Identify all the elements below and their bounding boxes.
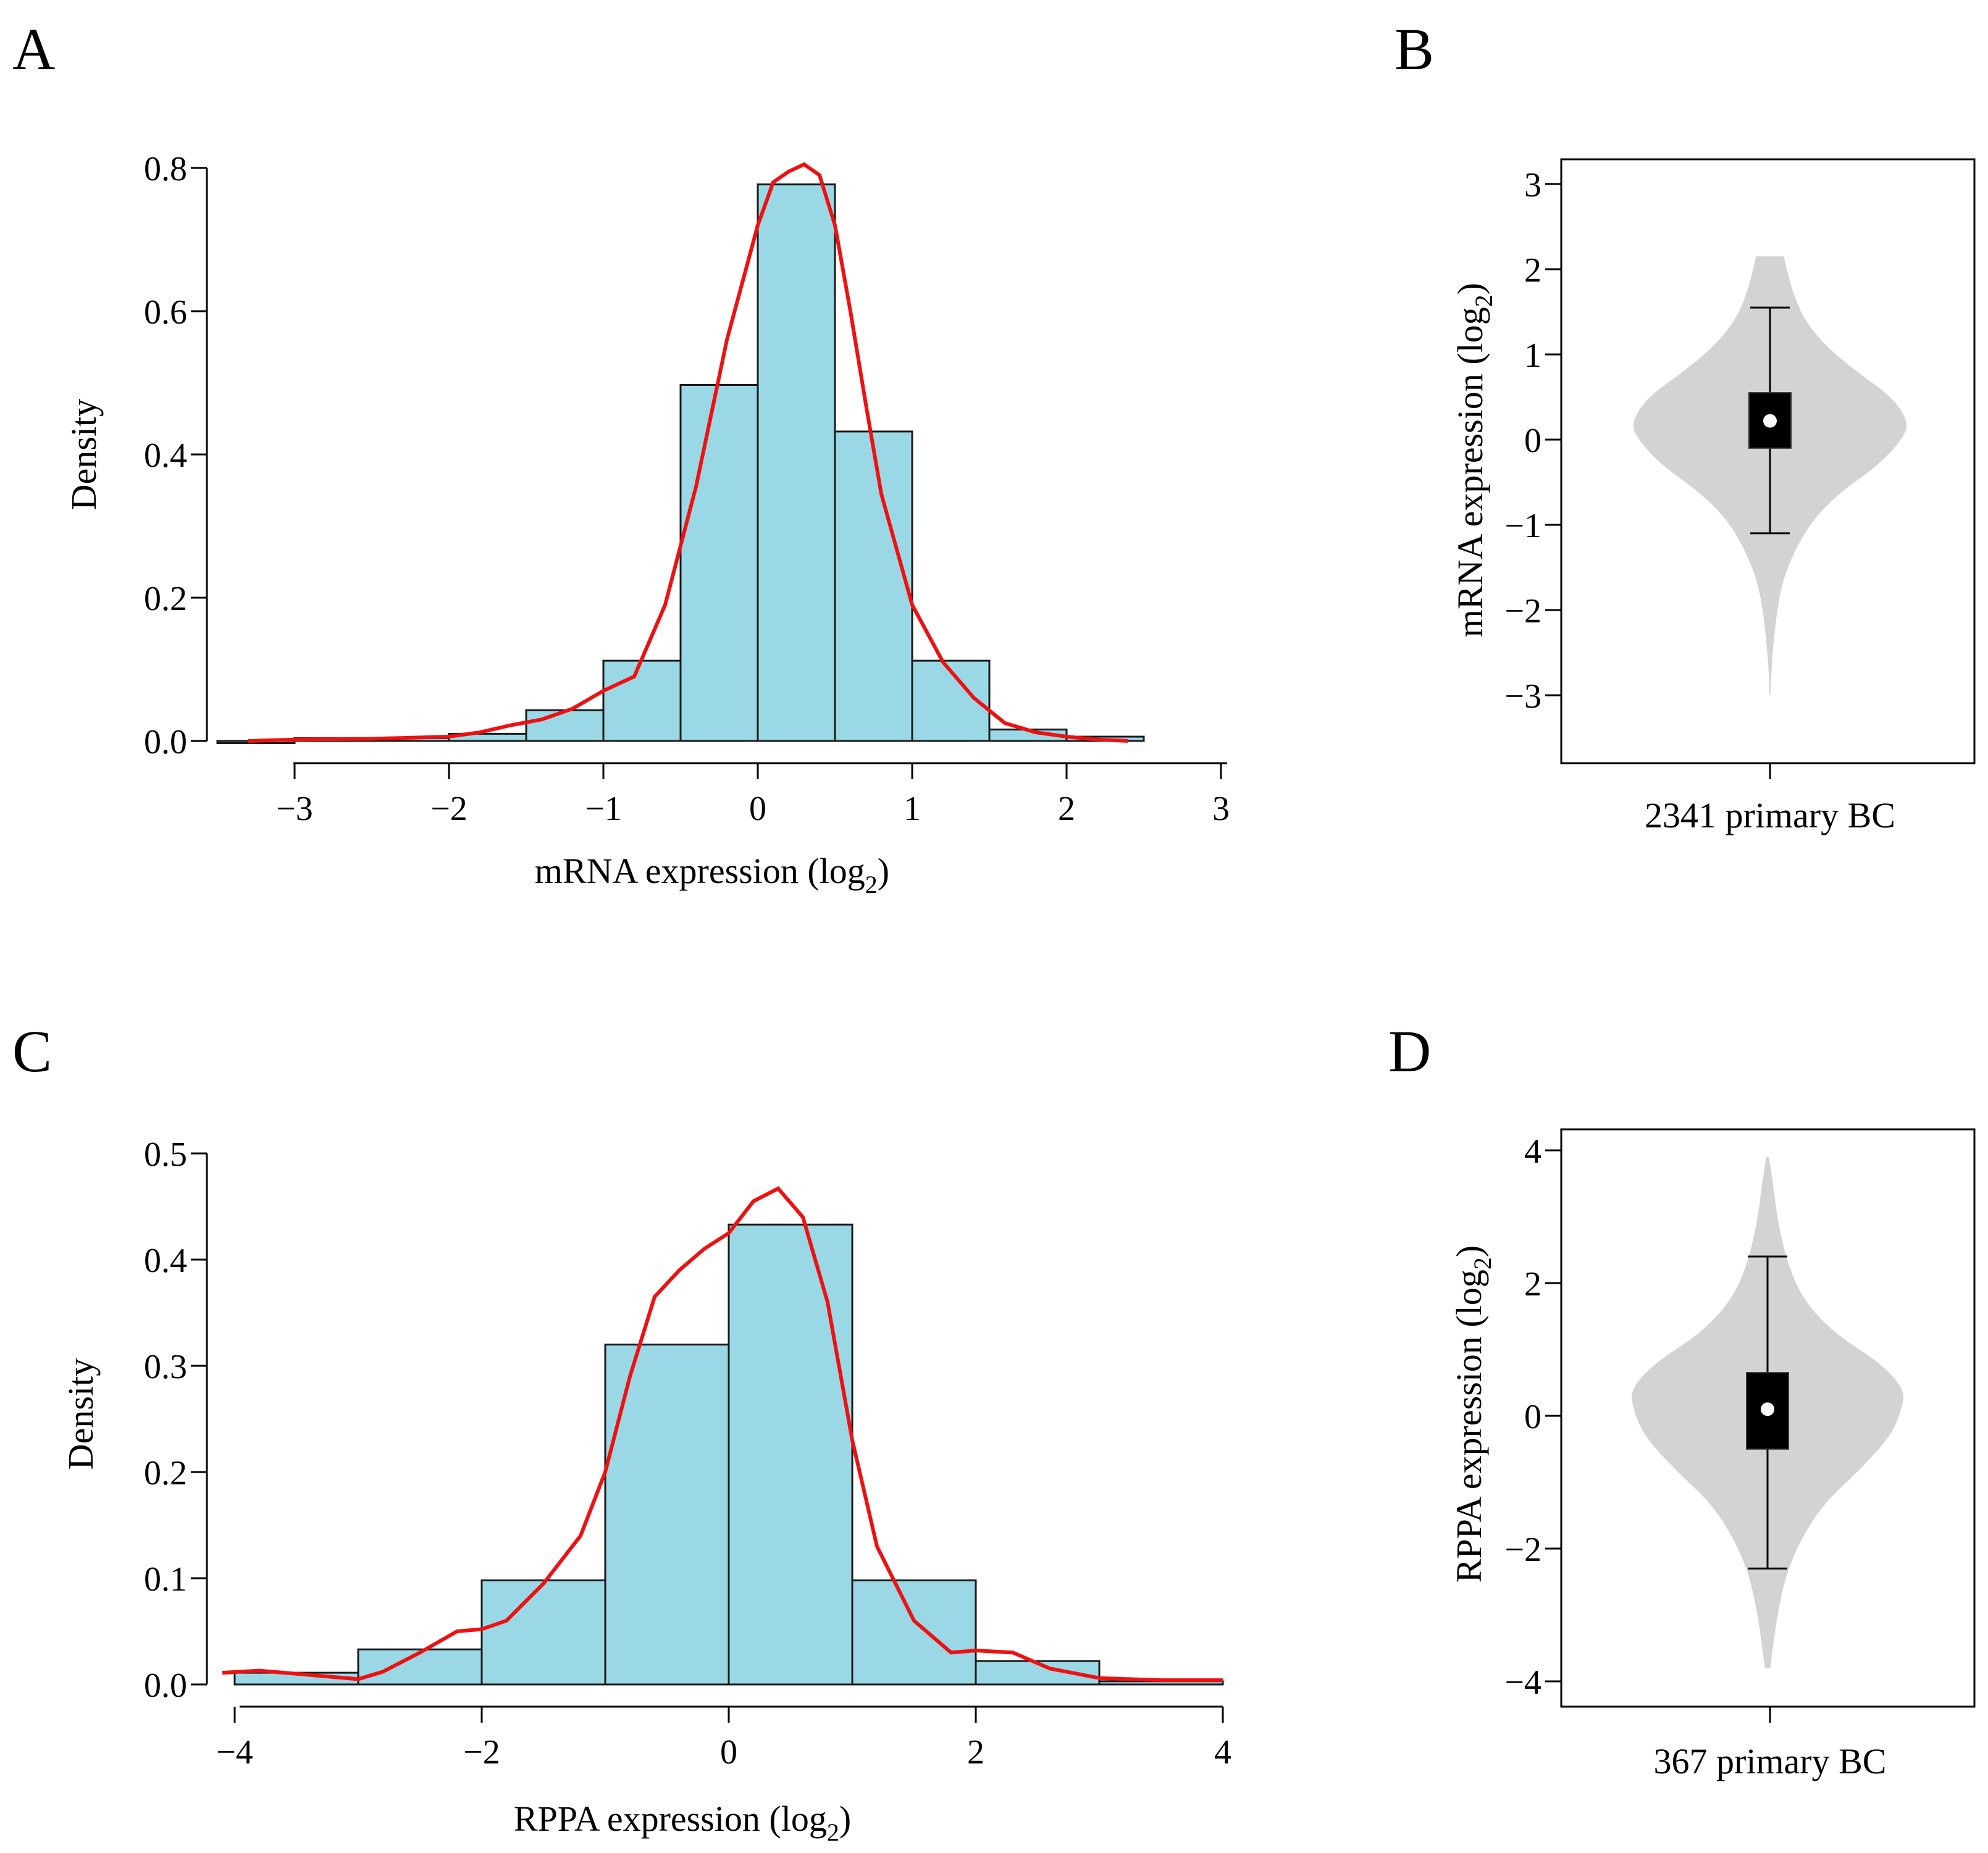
panel-a-y-ticks: 0.0 0.2 0.4 0.6 0.8	[144, 150, 207, 761]
panel-b-y-tick-label-2: −1	[1504, 507, 1541, 545]
panel-a-bars	[216, 183, 1145, 744]
panel-c-y-ticks: 0.0 0.1 0.2 0.3 0.4 0.5	[144, 1136, 207, 1705]
panel-a-x-tick-label-6: 3	[1212, 790, 1230, 828]
panel-d-plot-frame	[1560, 1128, 1976, 1708]
panel-a-letter: A	[12, 16, 55, 82]
panel-a-y-tick-label-2: 0.4	[144, 437, 187, 475]
panel-c-y-tick-label-4: 0.4	[144, 1242, 187, 1280]
panel-c-y-tick-label-3: 0.3	[144, 1348, 187, 1386]
panel-b-y-tick-label-6: 3	[1524, 166, 1541, 204]
panel-c-x-axis-title: RPPA expression (log2)	[514, 1799, 851, 1846]
panel-c-x-tick-label-2: 0	[720, 1733, 737, 1771]
panel-c-bar-3	[604, 1344, 730, 1686]
panel-a-y-tick-label-4: 0.8	[144, 150, 187, 188]
panel-a-y-tick-label-1: 0.2	[144, 580, 187, 618]
panel-a-bar-8	[834, 430, 913, 742]
panel-d-y-tick-label-3: 2	[1524, 1265, 1541, 1303]
panel-a-x-ticks: −3 −2 −1 0 1 2 3	[276, 763, 1230, 828]
panel-a-x-tick-label-0: −3	[276, 790, 313, 828]
panel-d-x-axis-title: 367 primary BC	[1654, 1741, 1887, 1781]
panel-b-plot-frame	[1560, 158, 1976, 764]
panel-c-y-tick-label-5: 0.5	[144, 1136, 187, 1174]
panel-c-y-tick-label-1: 0.1	[144, 1560, 187, 1599]
panel-b-median-dot	[1763, 414, 1777, 428]
panel-a-bar-7	[757, 183, 836, 742]
panel-d-y-tick-label-0: −4	[1504, 1663, 1541, 1702]
panel-c-y-tick-label-2: 0.2	[144, 1454, 187, 1492]
panel-c-bar-5	[851, 1579, 977, 1686]
panel-c-x-tick-label-4: 4	[1214, 1733, 1231, 1771]
panel-d-y-tick-label-4: 4	[1524, 1132, 1541, 1171]
panel-c-y-axis-title: Density	[61, 1358, 101, 1470]
panel-c-x-tick-label-3: 2	[967, 1733, 984, 1771]
panel-a-bar-5	[602, 659, 682, 742]
panel-b-violin: B −3 −2 −1 0 1 2 3 2341 primary BC mRNA expres…	[1395, 16, 1976, 835]
panel-d-letter: D	[1388, 1018, 1431, 1084]
panel-d-y-tick-label-2: 0	[1524, 1398, 1541, 1436]
panel-c-letter: C	[12, 1018, 52, 1084]
panel-a-y-axis-title: Density	[64, 399, 104, 510]
panel-b-y-axis-title: mRNA expression (log2)	[1450, 283, 1498, 637]
panel-a-x-tick-label-3: 0	[749, 790, 766, 828]
panel-d-y-ticks: −4 −2 0 2 4	[1504, 1132, 1561, 1702]
panel-c-x-tick-label-0: −4	[216, 1733, 253, 1771]
panel-b-y-tick-label-4: 1	[1524, 337, 1541, 375]
panel-a-x-tick-label-4: 1	[904, 790, 921, 828]
panel-c-x-ticks: −4 −2 0 2 4	[216, 1707, 1231, 1771]
panel-d-median-dot	[1761, 1402, 1774, 1416]
panel-c-bar-4	[728, 1223, 853, 1686]
panel-c-bar-1	[357, 1648, 483, 1686]
panel-c-density-curve	[222, 1186, 1223, 1683]
panel-a-y-tick-label-0: 0.0	[144, 723, 187, 761]
panel-a-x-axis-title: mRNA expression (log2)	[535, 851, 889, 898]
panel-b-y-tick-label-1: −2	[1504, 592, 1541, 630]
panel-d-y-tick-label-1: −2	[1504, 1531, 1541, 1569]
panel-a-x-tick-label-2: −1	[585, 790, 622, 828]
panel-a-bar-4	[525, 709, 605, 742]
panel-c-bar-2	[480, 1579, 606, 1686]
panel-b-y-tick-label-5: 2	[1524, 251, 1541, 290]
panel-c-histogram: C −4 −2 0 2 4 0.0 0.1 0.2 0.3 0.4 0.5 RPPA expres…	[12, 1018, 1231, 1846]
panel-b-y-tick-label-3: 0	[1524, 422, 1541, 460]
panel-b-y-ticks: −3 −2 −1 0 1 2 3	[1504, 166, 1561, 716]
panel-a-x-tick-label-1: −2	[430, 790, 468, 828]
panel-c-x-tick-label-1: −2	[463, 1733, 500, 1771]
panel-b-x-axis-title: 2341 primary BC	[1645, 795, 1895, 835]
panel-d-violin: D −4 −2 0 2 4 367 primary BC RPPA expression…	[1388, 1018, 1976, 1781]
panel-a-histogram: A −3 −2 −1 0 1 2 3 0.0 0.2 0.4 0.6 0.8 mRNA expres…	[12, 16, 1230, 898]
panel-b-y-tick-label-0: −3	[1504, 677, 1541, 716]
panel-b-letter: B	[1395, 16, 1434, 82]
panel-c-y-tick-label-0: 0.0	[144, 1667, 187, 1705]
panel-a-y-tick-label-3: 0.6	[144, 293, 187, 332]
panel-a-density-curve	[248, 162, 1129, 743]
panel-c-bars	[233, 1223, 1224, 1686]
panel-a-bar-6	[679, 383, 759, 742]
panel-d-y-axis-title: RPPA expression (log2)	[1449, 1245, 1496, 1583]
panel-a-x-tick-label-5: 2	[1058, 790, 1075, 828]
